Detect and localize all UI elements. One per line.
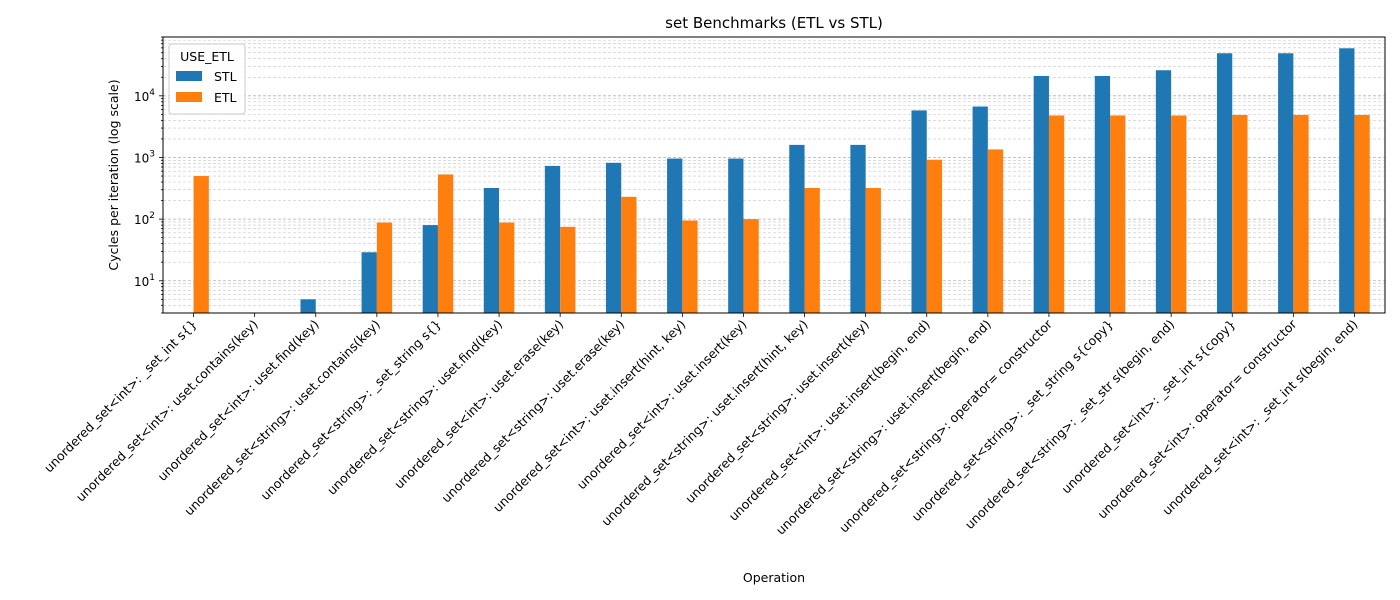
bar-etl <box>1354 114 1370 313</box>
bar-stl <box>1278 53 1294 313</box>
legend-title: USE_ETL <box>180 49 234 64</box>
y-tick-label: 102 <box>134 211 155 227</box>
bar-etl <box>926 159 943 313</box>
y-axis-label: Cycles per iteration (log scale) <box>106 79 121 270</box>
x-axis: unordered_set<int>: _set_int s{}unordere… <box>41 313 1361 538</box>
bar-stl <box>850 144 866 313</box>
bar-etl <box>682 220 698 313</box>
bar-etl <box>560 226 576 313</box>
bar-etl <box>1232 114 1248 313</box>
x-tick-label: unordered_set<string>: operator= constru… <box>836 316 1056 536</box>
grid <box>163 36 1385 314</box>
legend-label-etl: ETL <box>214 90 237 105</box>
bar-stl <box>483 187 500 313</box>
bar-etl <box>743 219 759 313</box>
y-tick-label: 101 <box>134 273 155 289</box>
bar-stl <box>422 225 438 313</box>
legend-label-stl: STL <box>214 69 237 84</box>
legend-swatch-etl <box>176 92 202 102</box>
bar-stl <box>1155 70 1172 313</box>
x-tick-label: unordered_set<string>: _set_str s(begin,… <box>962 317 1177 532</box>
bar-etl <box>987 149 1004 313</box>
bar-stl <box>1216 53 1233 313</box>
bar-stl <box>667 158 683 313</box>
plot-frame <box>162 36 1386 314</box>
bar-etl <box>437 174 454 313</box>
bar-stl <box>605 162 622 313</box>
bars <box>193 48 1370 314</box>
bar-etl <box>1293 114 1309 313</box>
bar-stl <box>911 110 927 313</box>
bar-stl <box>361 252 377 313</box>
bar-stl <box>300 299 316 313</box>
bar-etl <box>1110 115 1126 313</box>
bar-etl <box>804 187 820 313</box>
bar-stl <box>1094 75 1111 313</box>
bar-etl <box>376 222 393 313</box>
legend-swatch-stl <box>176 71 202 81</box>
bar-stl <box>1339 48 1355 314</box>
bar-etl <box>621 196 637 313</box>
bar-stl <box>972 106 988 313</box>
x-axis-label: Operation <box>743 570 805 585</box>
bar-etl <box>1048 115 1065 313</box>
bar-etl <box>499 222 515 313</box>
y-tick-label: 103 <box>134 149 155 165</box>
bar-stl <box>728 158 744 313</box>
y-tick-label: 104 <box>134 88 155 104</box>
x-tick-label: unordered_set<string>: uset.insert(begin… <box>773 317 994 538</box>
bar-etl <box>193 176 209 313</box>
bar-stl <box>544 165 561 313</box>
bar-etl <box>1171 115 1187 313</box>
bar-etl <box>865 187 881 313</box>
bar-stl <box>789 144 805 313</box>
bar-stl <box>1033 75 1049 313</box>
chart-title: set Benchmarks (ETL vs STL) <box>665 14 883 32</box>
x-tick-label: unordered_set<string>: uset.insert(hint,… <box>598 317 810 529</box>
y-axis: 101 102 103 104 <box>134 36 163 314</box>
legend: USE_ETL STL ETL <box>168 43 246 115</box>
